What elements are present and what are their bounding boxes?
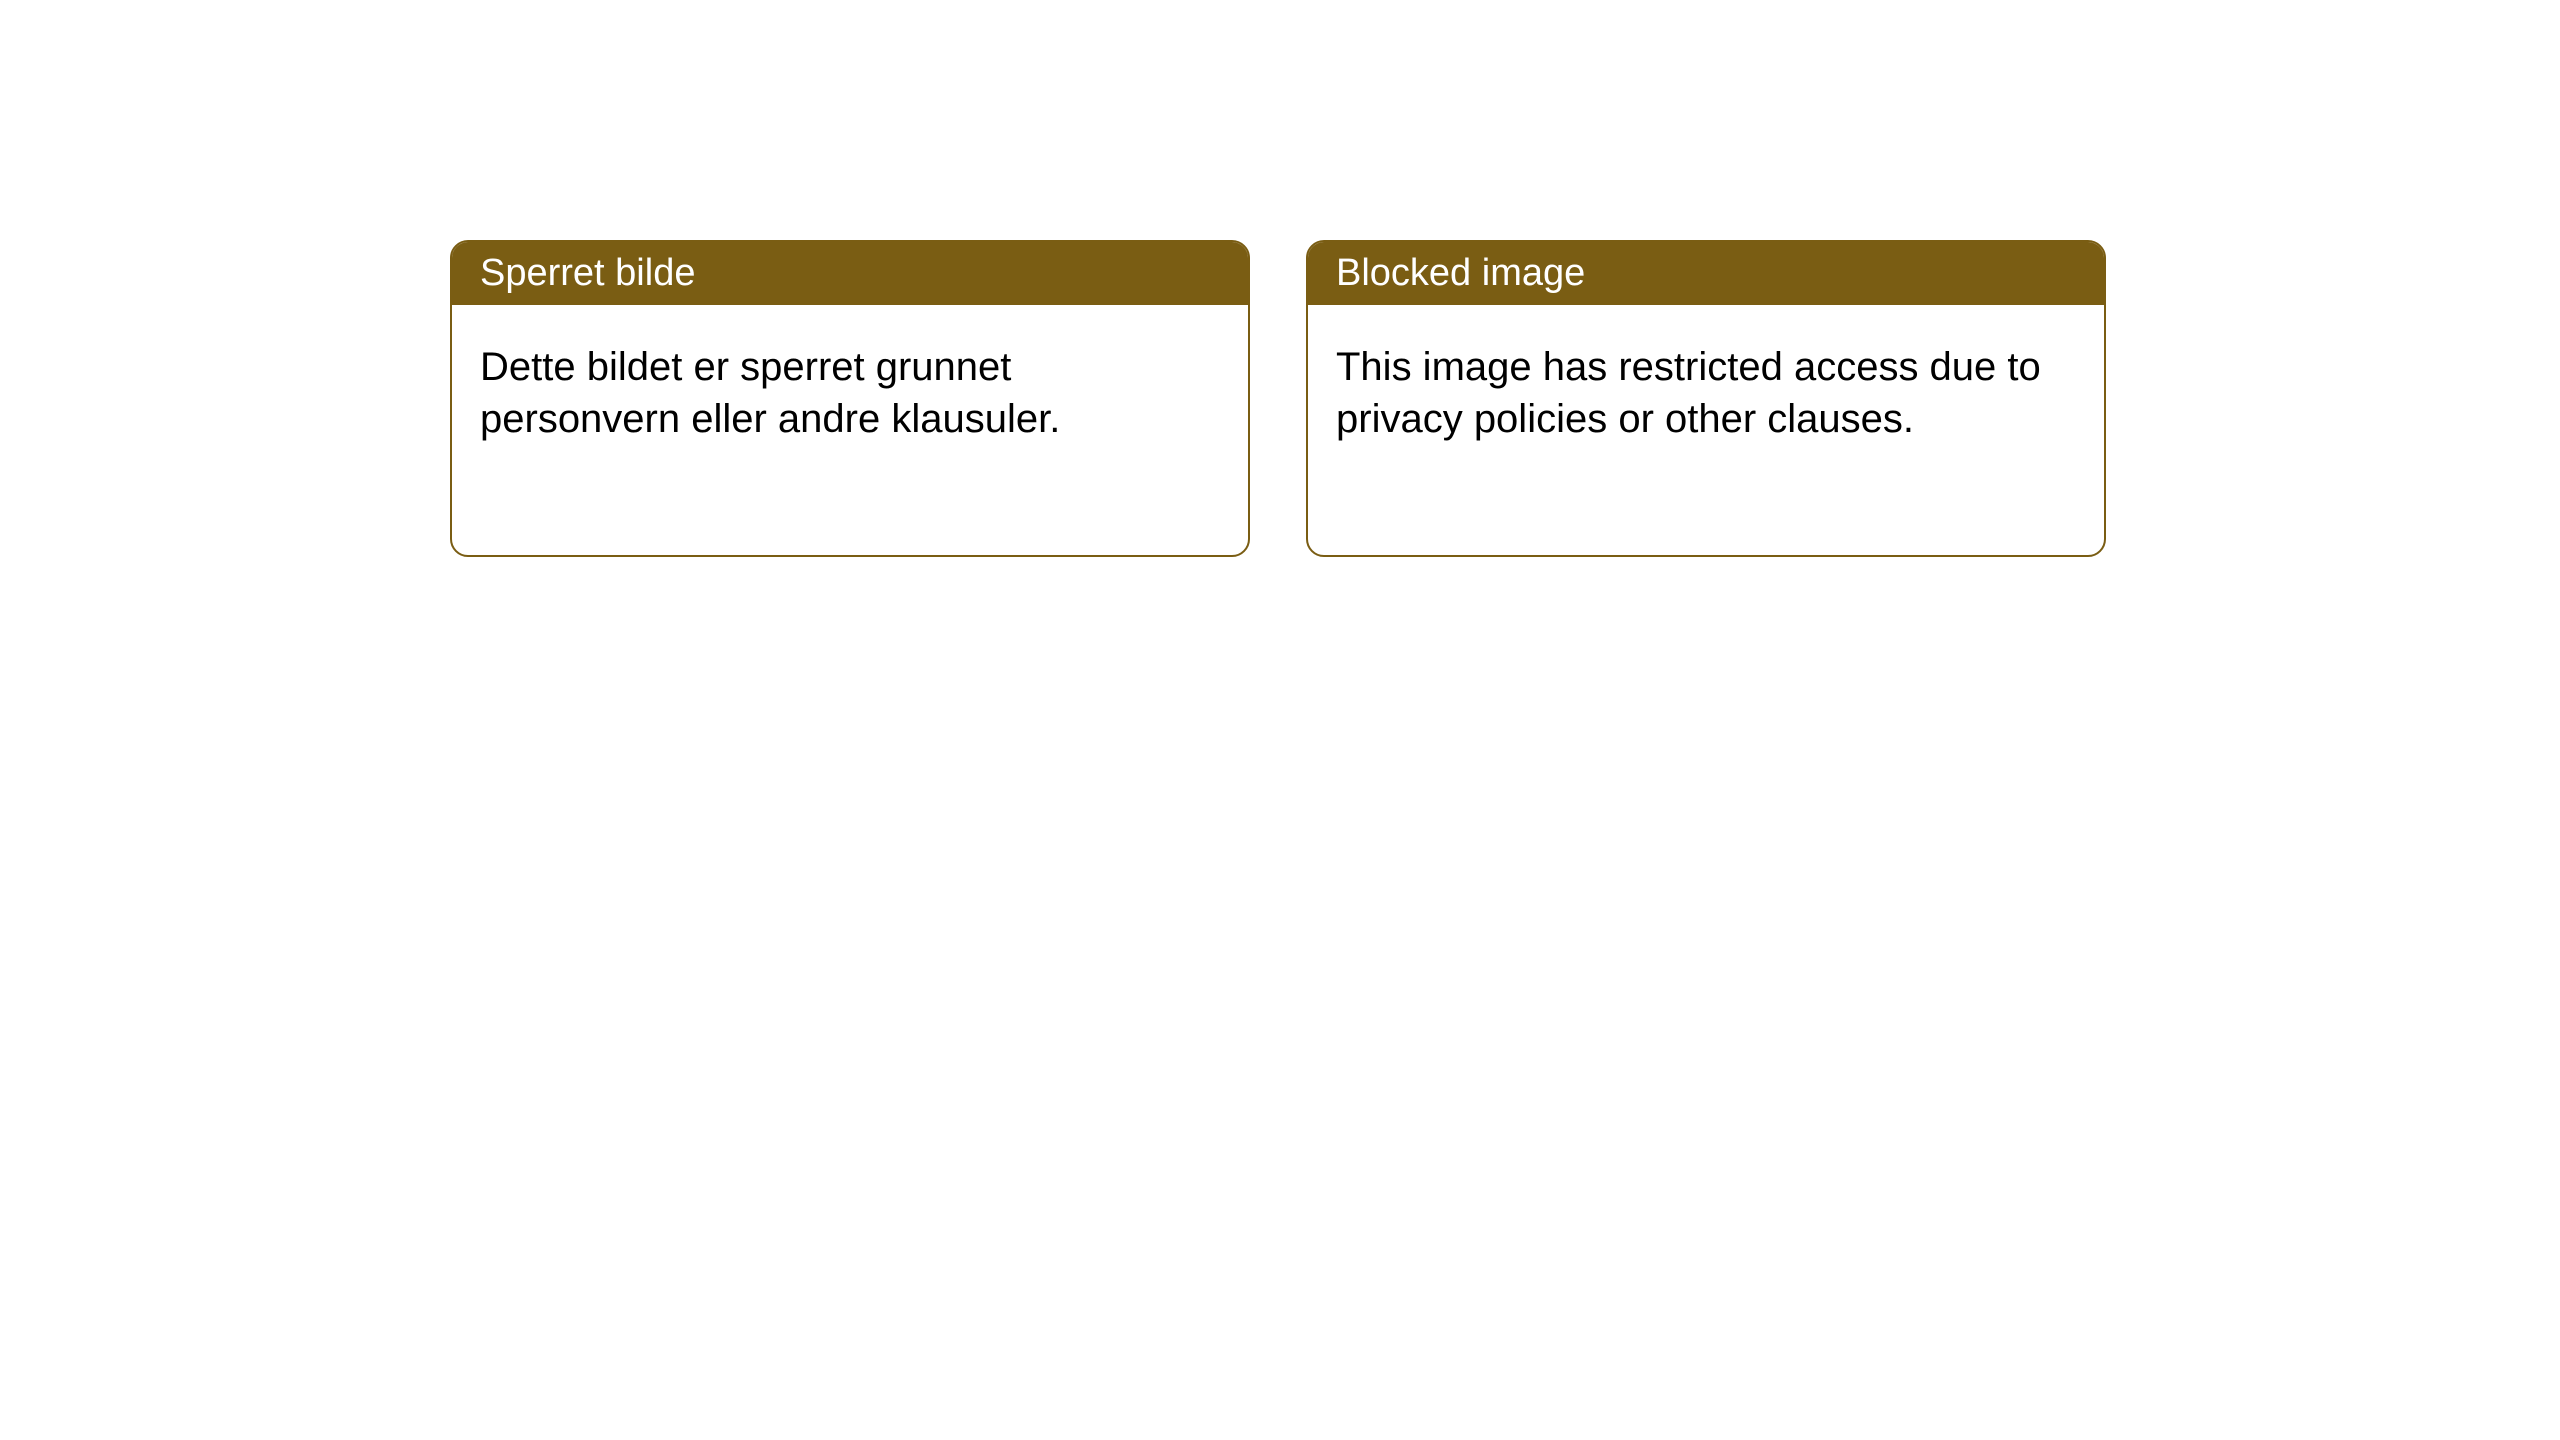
notice-card-title: Blocked image	[1336, 252, 1585, 294]
notice-card-body: This image has restricted access due to …	[1308, 305, 2104, 555]
notice-card-header: Sperret bilde	[452, 242, 1248, 305]
notice-cards-container: Sperret bilde Dette bildet er sperret gr…	[450, 240, 2106, 557]
notice-card-title: Sperret bilde	[480, 252, 695, 294]
notice-card-text: This image has restricted access due to …	[1336, 345, 2041, 441]
notice-card-body: Dette bildet er sperret grunnet personve…	[452, 305, 1248, 555]
notice-card-english: Blocked image This image has restricted …	[1306, 240, 2106, 557]
notice-card-header: Blocked image	[1308, 242, 2104, 305]
notice-card-norwegian: Sperret bilde Dette bildet er sperret gr…	[450, 240, 1250, 557]
notice-card-text: Dette bildet er sperret grunnet personve…	[480, 345, 1060, 441]
